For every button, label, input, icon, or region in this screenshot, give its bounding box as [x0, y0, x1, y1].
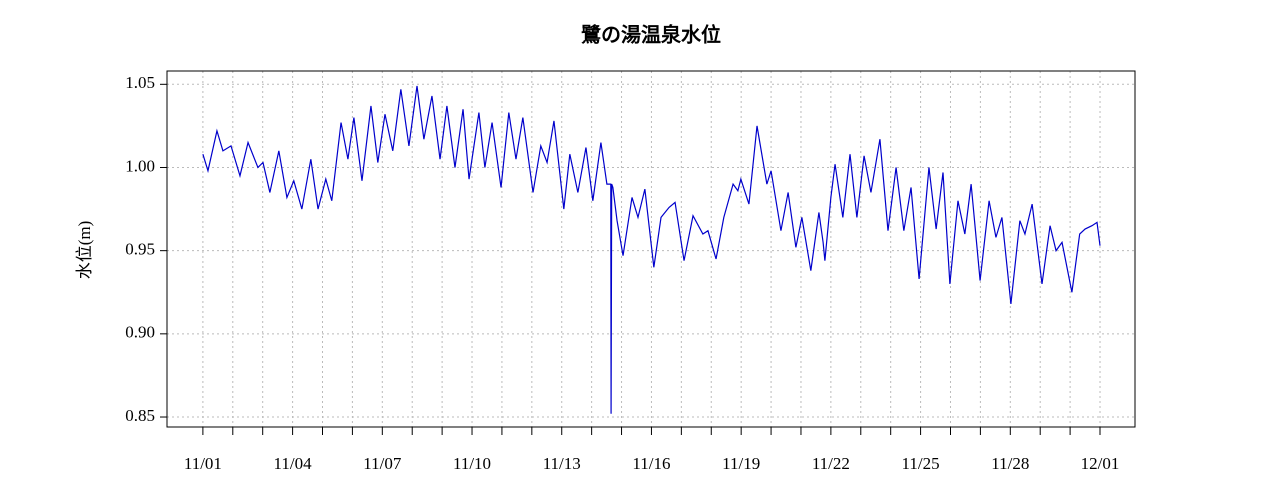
chart-title: 鷺の湯温泉水位 — [581, 23, 721, 47]
y-tick-label: 0.85 — [125, 406, 155, 425]
data-line — [202, 85, 1101, 414]
x-tick-label: 11/13 — [543, 454, 581, 473]
x-tick-label: 11/25 — [902, 454, 940, 473]
x-tick-label: 11/28 — [991, 454, 1029, 473]
x-tick-label: 11/07 — [363, 454, 402, 473]
x-tick-label: 11/22 — [812, 454, 850, 473]
x-tick-label: 11/16 — [632, 454, 670, 473]
x-tick-label: 11/04 — [274, 454, 313, 473]
x-tick-label: 11/01 — [184, 454, 222, 473]
y-axis-label: 水位(m) — [75, 221, 94, 280]
x-tick-label: 12/01 — [1081, 454, 1120, 473]
y-tick-label: 0.90 — [125, 323, 155, 342]
plot-frame — [166, 70, 1136, 428]
y-tick-label: 1.00 — [125, 156, 155, 175]
x-tick-label: 11/19 — [722, 454, 760, 473]
y-tick-label: 1.05 — [125, 73, 155, 92]
y-tick-label: 0.95 — [125, 240, 155, 259]
x-tick-label: 11/10 — [453, 454, 491, 473]
